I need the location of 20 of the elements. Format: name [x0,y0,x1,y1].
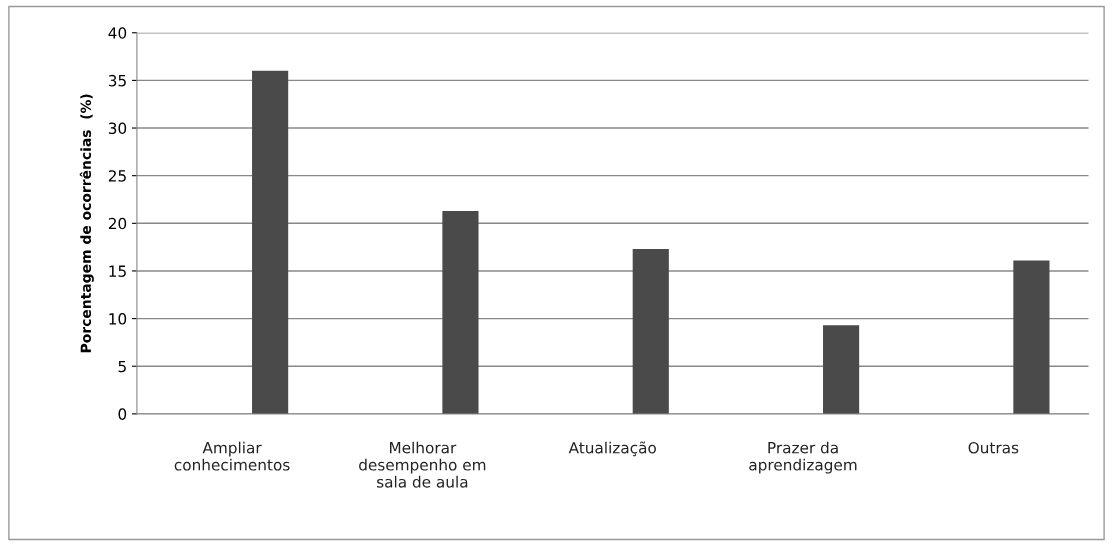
x-tick-label: Ampliar conhecimentos [174,441,290,471]
bar [442,210,479,414]
y-tick-label: 15 [109,265,126,277]
bar [1013,260,1050,414]
y-tick-label: 10 [109,313,127,325]
y-tick-label: 25 [108,170,126,182]
x-tick-label: Atualização [568,441,656,457]
bar [252,70,289,414]
y-tick-label: 40 [108,27,127,39]
y-tick-label: 0 [118,408,127,420]
y-tick-label: 5 [118,360,126,373]
y-tick-label: 20 [108,217,127,230]
y-tick-label: 30 [108,122,127,135]
y-axis-title: Porcentagem de ocorrências (%) [79,94,94,353]
x-tick-label: Prazer da aprendizagem [749,441,857,474]
x-tick-label: Melhorar desempenho em sala de aula [359,441,486,488]
bar [823,325,860,414]
bar [632,249,669,414]
y-tick-label: 35 [108,74,126,87]
x-tick-label: Outras [968,441,1019,454]
